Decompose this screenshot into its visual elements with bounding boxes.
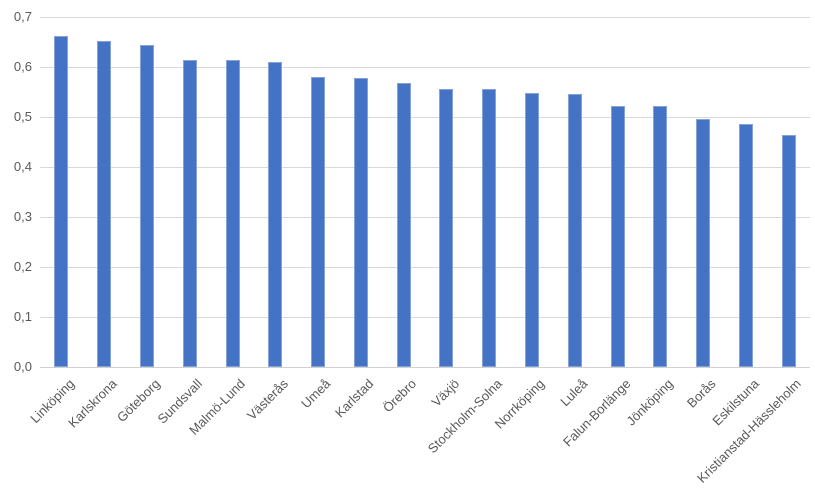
x-axis-label: Örebro — [380, 376, 420, 416]
bar — [97, 41, 112, 367]
y-axis-tick-label: 0,0 — [13, 359, 32, 374]
gridline — [40, 217, 810, 218]
bar — [653, 106, 668, 367]
bar — [139, 44, 154, 367]
gridline — [40, 117, 810, 118]
x-axis-label: Umeå — [298, 376, 334, 412]
bar — [781, 134, 796, 367]
bar — [524, 93, 539, 367]
bar — [439, 88, 454, 367]
x-axis-label: Växjö — [428, 376, 462, 410]
x-axis-label: Göteborg — [113, 376, 163, 425]
bar — [311, 77, 326, 367]
y-axis-tick-label: 0,3 — [13, 209, 32, 224]
bar — [268, 62, 283, 367]
gridline — [40, 167, 810, 168]
x-axis-line — [40, 367, 810, 368]
x-axis-label: Stockholm-Solna — [424, 376, 505, 457]
gridline — [40, 267, 810, 268]
x-axis-label: Borås — [684, 376, 719, 411]
bar — [182, 59, 197, 367]
y-axis-tick-label: 0,1 — [13, 309, 32, 324]
bar — [225, 60, 240, 367]
bar — [738, 124, 753, 367]
gridline — [40, 317, 810, 318]
bar — [567, 93, 582, 367]
x-axis-label: Västerås — [243, 376, 291, 423]
bar — [353, 77, 368, 367]
bar — [482, 89, 497, 367]
y-axis-tick-label: 0,2 — [13, 259, 32, 274]
y-axis-tick-label: 0,4 — [13, 159, 32, 174]
bar — [610, 105, 625, 367]
x-axis-label: Luleå — [557, 376, 591, 410]
y-axis-tick-label: 0,5 — [13, 109, 32, 124]
x-axis-label: Karlstad — [332, 376, 377, 421]
gridline — [40, 17, 810, 18]
y-axis-tick-label: 0,6 — [13, 59, 32, 74]
bar — [696, 119, 711, 367]
bar — [396, 83, 411, 367]
y-axis-tick-label: 0,7 — [13, 9, 32, 24]
bar — [54, 36, 69, 367]
gridline — [40, 67, 810, 68]
